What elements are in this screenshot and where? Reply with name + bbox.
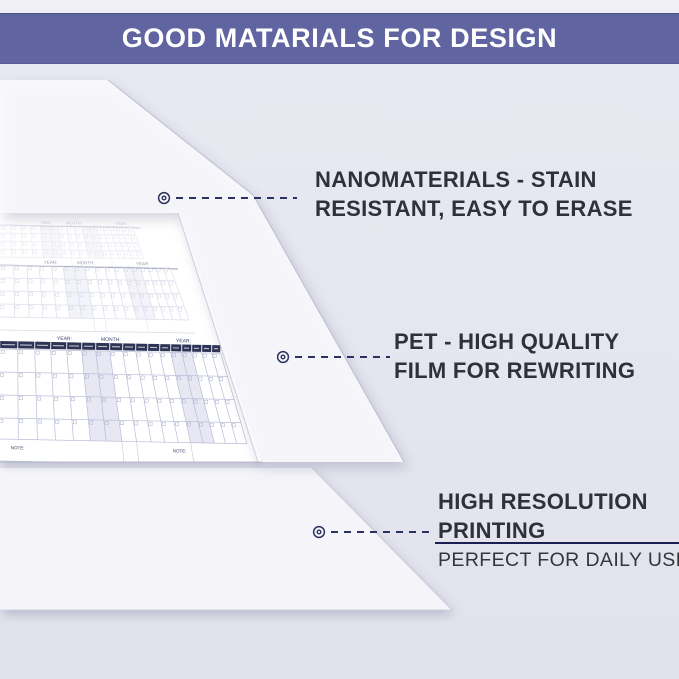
calendar-note-label: NOTE:	[173, 448, 187, 453]
calendar-year-label: YEAR:	[176, 338, 191, 344]
calendar-year-label: YEAR:	[40, 220, 52, 225]
callout-connector-line	[331, 531, 430, 534]
calendar-month-label: MONTH:	[77, 260, 95, 265]
callout-target-icon	[312, 525, 326, 539]
page-title: GOOD MATARIALS FOR DESIGN	[121, 23, 558, 53]
calendar-print: YEAR: MONTH: YEAR: YEAR: MONTH: YEAR: YE…	[0, 220, 253, 462]
calendar-month-label: MONTH:	[66, 220, 82, 225]
callout-text-line: NANOMATERIALS - STAIN	[315, 167, 597, 192]
calendar-year-label: YEAR:	[57, 336, 72, 342]
callout-text-line: FILM FOR REWRITING	[394, 358, 636, 383]
calendar-month-label: MONTH:	[101, 337, 121, 343]
callout-divider-line	[435, 542, 679, 544]
callout-text-line: RESISTANT, EASY TO ERASE	[315, 196, 633, 221]
calendar-year-label: YEAR:	[115, 221, 127, 226]
callout-text-line: PET - HIGH QUALITY	[394, 329, 620, 354]
callout-text-line: HIGH RESOLUTION	[438, 489, 648, 514]
calendar-year-label: YEAR:	[44, 260, 58, 265]
header-banner: GOOD MATARIALS FOR DESIGN	[0, 13, 679, 64]
top-margin-strip	[0, 0, 679, 13]
callout-target-icon	[276, 350, 290, 364]
callout-connector-line	[176, 197, 297, 200]
calendar-panel-printed: YEAR: MONTH: YEAR: NOTE: NOTE:	[0, 336, 253, 462]
callout-subtitle: PERFECT FOR DAILY USE	[438, 549, 679, 571]
calendar-note-label: NOTE:	[11, 445, 25, 450]
calendar-panel-faint-1: YEAR: MONTH: YEAR:	[0, 220, 151, 269]
callout-text-line: PRINTING	[438, 518, 546, 543]
calendar-panel-faint-2: YEAR: MONTH: YEAR:	[0, 260, 196, 334]
calendar-year-label: YEAR:	[136, 261, 150, 266]
callout-connector-line	[295, 356, 390, 359]
callout-target-icon	[157, 191, 171, 205]
